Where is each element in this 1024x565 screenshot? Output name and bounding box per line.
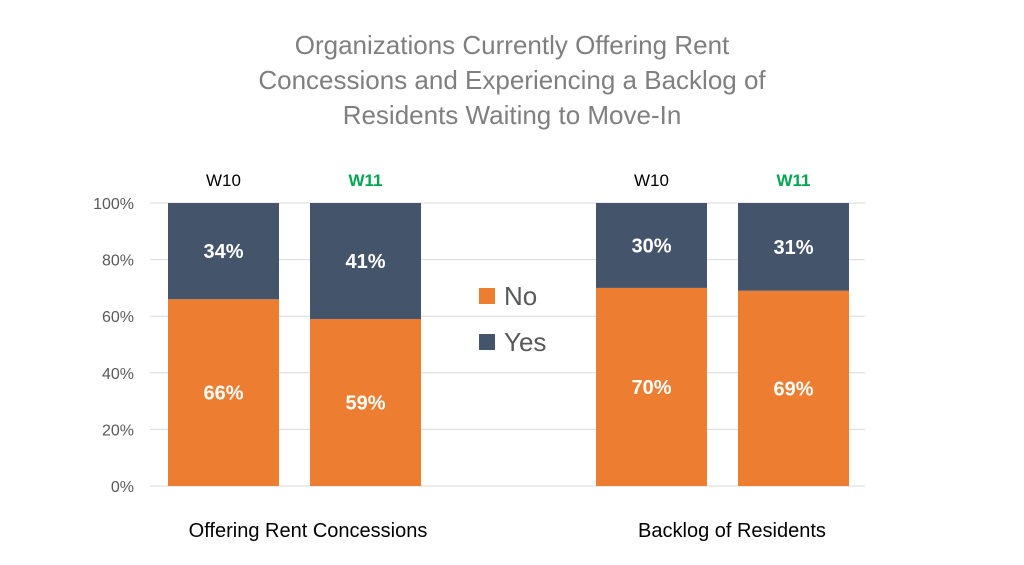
bar-header-label: W11 <box>348 171 382 190</box>
category-label: Backlog of Residents <box>638 520 826 542</box>
y-tick-label: 40% <box>102 366 134 383</box>
bar-segment-yes <box>310 203 421 320</box>
data-label-yes: 41% <box>345 251 385 273</box>
y-tick-label: 0% <box>111 479 134 496</box>
data-label-yes: 34% <box>203 241 243 263</box>
y-tick-label: 60% <box>102 309 134 326</box>
y-tick-label: 100% <box>93 196 134 213</box>
bar-header-label: W11 <box>776 171 810 190</box>
bar-segment-no <box>310 319 421 486</box>
data-label-no: 70% <box>631 377 671 399</box>
bar-segment-no <box>168 299 279 486</box>
bar-header-label: W10 <box>206 171 241 190</box>
bar-segment-yes <box>738 203 849 291</box>
data-label-no: 59% <box>345 393 385 415</box>
legend-label: No <box>504 281 537 311</box>
legend-label: Yes <box>504 327 546 357</box>
y-tick-label: 20% <box>102 422 134 439</box>
category-label: Offering Rent Concessions <box>189 520 428 542</box>
data-label-yes: 31% <box>773 237 813 259</box>
chart-title-line-2: Concessions and Experiencing a Backlog o… <box>258 65 766 95</box>
data-label-no: 66% <box>203 383 243 405</box>
bar-segment-yes <box>168 203 279 300</box>
chart-title-line-1: Organizations Currently Offering Rent <box>294 30 730 60</box>
data-label-no: 69% <box>773 378 813 400</box>
bar-segment-no <box>738 290 849 486</box>
bar-segment-yes <box>596 203 707 288</box>
chart-title-line-3: Residents Waiting to Move-In <box>342 100 682 130</box>
data-label-yes: 30% <box>631 235 671 257</box>
y-tick-label: 80% <box>102 253 134 270</box>
bar-header-label: W10 <box>634 171 669 190</box>
legend-swatch <box>479 334 495 350</box>
legend-swatch <box>479 288 495 304</box>
bar-segment-no <box>596 287 707 486</box>
